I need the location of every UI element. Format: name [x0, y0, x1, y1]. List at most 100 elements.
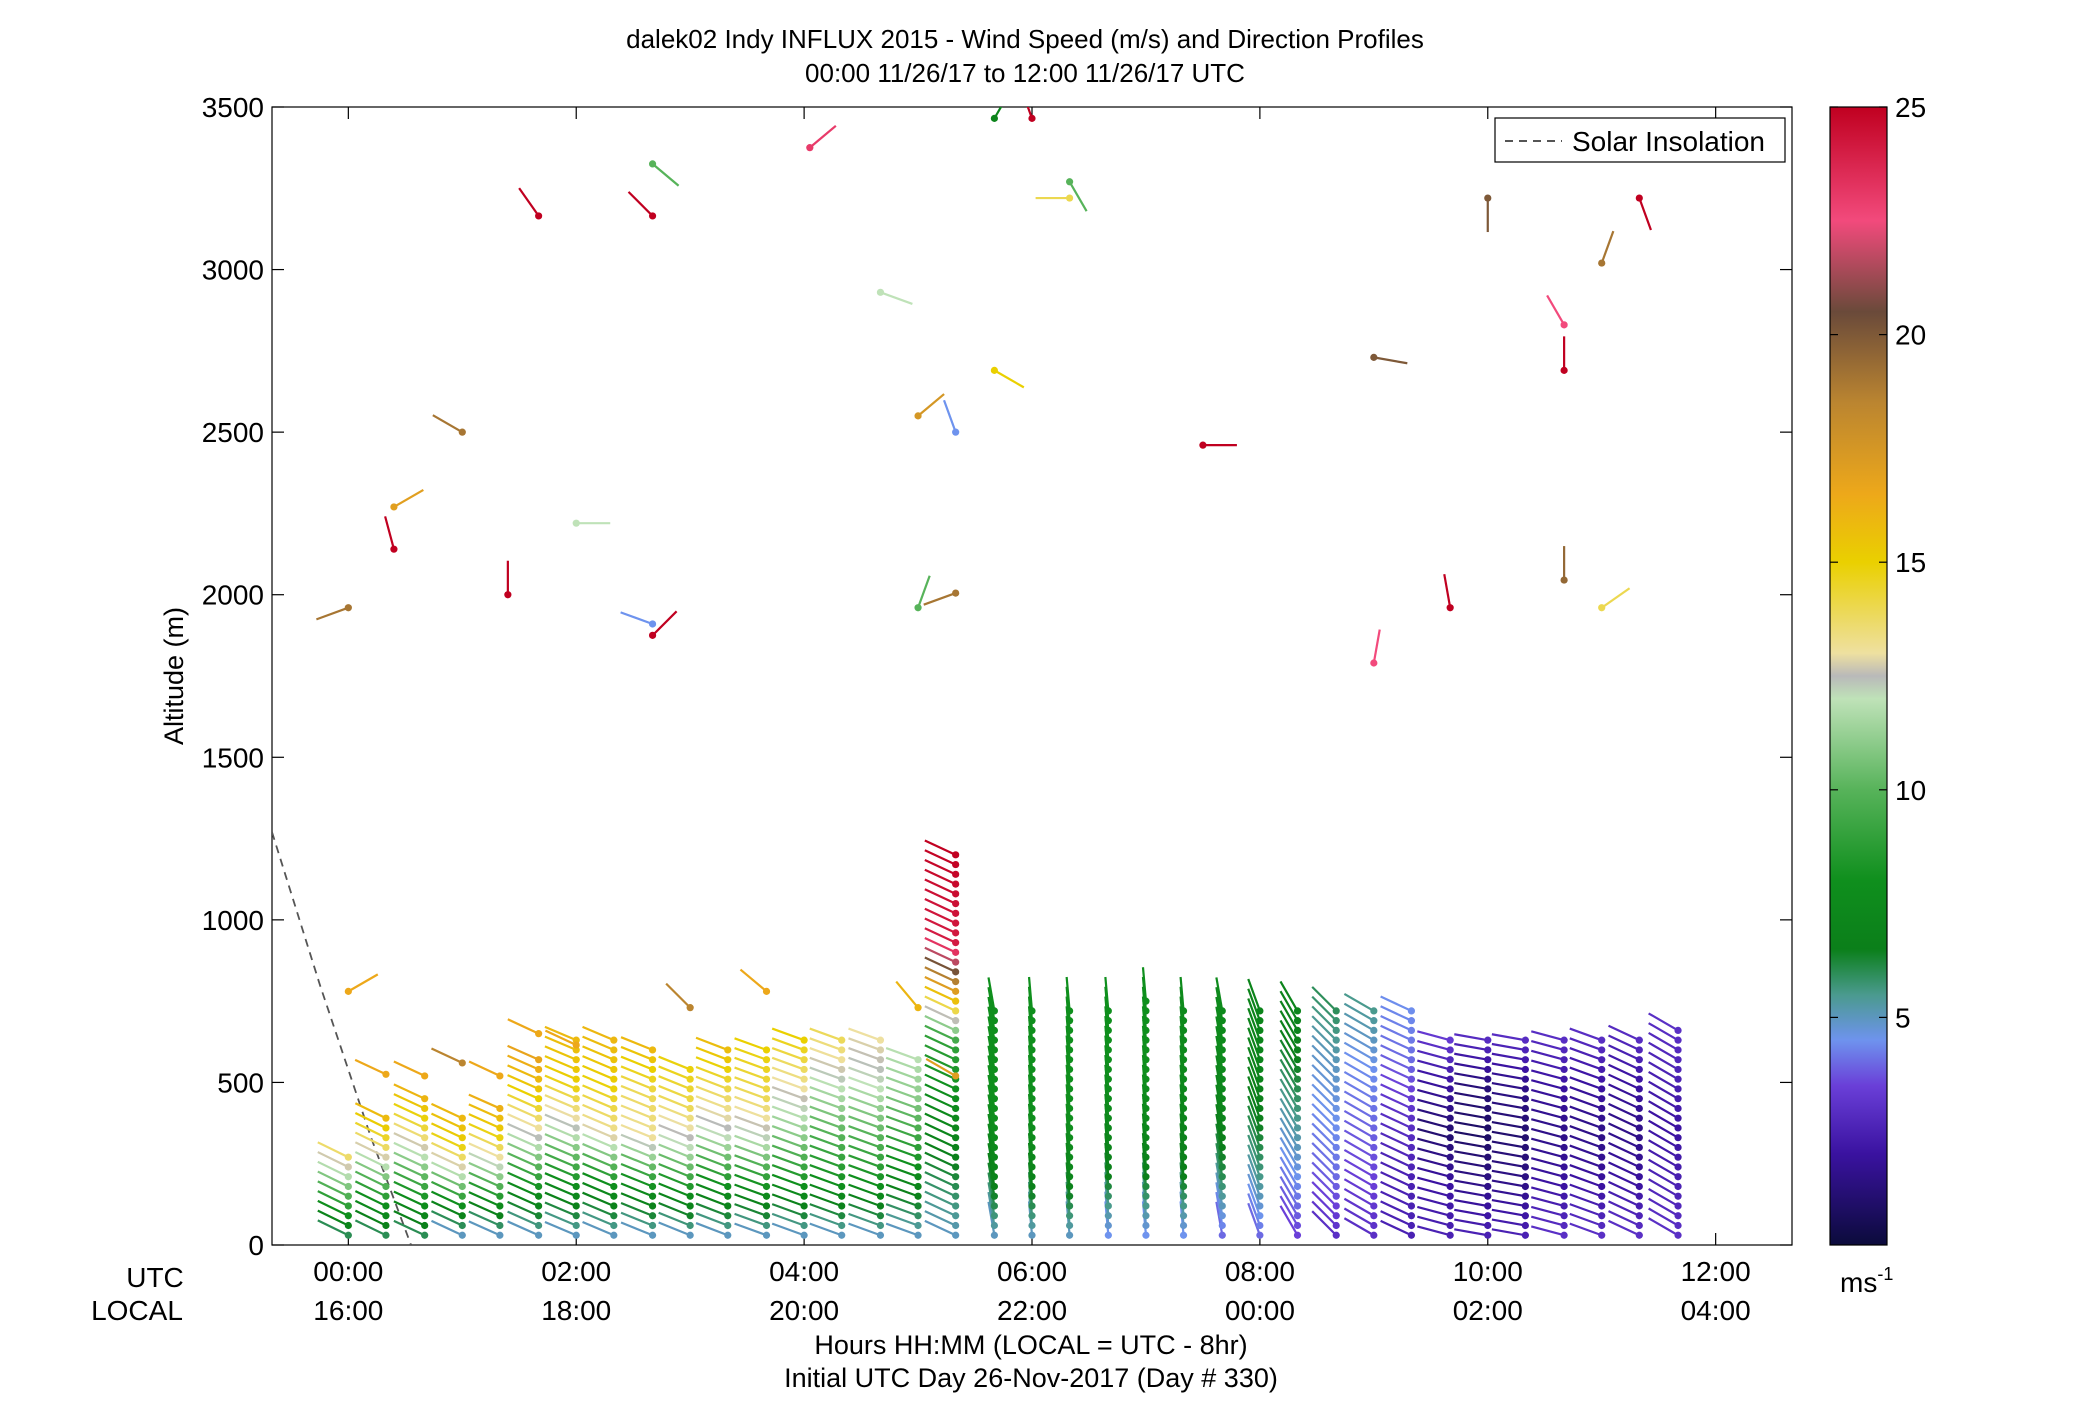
wind-barb-point: [838, 1182, 846, 1191]
wind-barb-point: [1484, 1134, 1492, 1142]
wind-barb-shaft: [695, 1036, 729, 1051]
wind-barb-shaft: [1608, 1151, 1640, 1168]
wind-barb-point: [1484, 1046, 1492, 1054]
wind-barb-point: [1142, 1114, 1150, 1122]
wind-barb-point: [1332, 1046, 1340, 1054]
wind-barb-shaft: [431, 1151, 463, 1168]
wind-barb-shaft: [1279, 1000, 1299, 1031]
wind-barb-shaft: [1104, 976, 1110, 1011]
wind-barb-point: [800, 1173, 808, 1181]
wind-barb-point: [914, 1182, 922, 1191]
wind-barb-shaft: [1530, 1127, 1565, 1139]
wind-barb-point: [1407, 1065, 1416, 1074]
wind-barb-shaft: [582, 1074, 615, 1090]
wind-barb-shaft: [468, 1060, 501, 1077]
wind-barb-point: [762, 1095, 771, 1103]
wind-barb-shaft: [924, 1112, 957, 1129]
wind-barb-point: [648, 631, 657, 639]
wind-barb-point: [914, 1085, 922, 1093]
wind-barb-shaft: [695, 1075, 729, 1090]
wind-barb-point: [572, 1134, 580, 1142]
wind-barb-point: [1407, 1134, 1416, 1142]
wind-barb-point: [1598, 1036, 1606, 1044]
wind-barb-point: [648, 1231, 657, 1239]
wind-barb-point: [344, 1163, 352, 1171]
wind-barb-point: [535, 1075, 543, 1083]
wind-barb-point: [1521, 1075, 1529, 1083]
wind-barbs-series: [316, 107, 1682, 1239]
wind-barb-point: [648, 1124, 657, 1132]
wind-barb-shaft: [544, 1055, 577, 1071]
wind-barb-shaft: [924, 956, 957, 973]
wind-barb-shaft: [354, 1160, 387, 1178]
wind-barb-point: [1104, 1163, 1112, 1171]
wind-barb-shaft: [1215, 1065, 1224, 1099]
wind-barb-point: [914, 1114, 922, 1122]
wind-barb-point: [496, 1114, 504, 1122]
wind-barb-shaft: [924, 1141, 957, 1159]
wind-barb-shaft: [620, 1075, 653, 1090]
wind-barb-point: [1560, 1153, 1568, 1161]
wind-barb-shaft: [1417, 1215, 1451, 1227]
wind-barb-shaft: [1648, 1080, 1679, 1100]
wind-barb-point: [1332, 1075, 1340, 1083]
wind-barb-point: [1674, 1212, 1682, 1220]
wind-barb-point: [800, 1202, 808, 1210]
x-tick-label-local: 16:00: [313, 1295, 383, 1326]
wind-barb-point: [914, 604, 922, 612]
wind-barb-shaft: [544, 1142, 577, 1159]
wind-barb-shaft: [1417, 1088, 1451, 1100]
wind-barb-point: [421, 1192, 429, 1200]
wind-barb-point: [876, 1085, 885, 1093]
wind-barb-shaft: [1311, 1103, 1338, 1129]
wind-barb-point: [838, 1153, 846, 1161]
wind-barb-point: [838, 1065, 846, 1074]
legend-box: [1494, 117, 1786, 163]
wind-barb-shaft: [1247, 988, 1261, 1022]
wind-barb-point: [1484, 1143, 1492, 1152]
wind-barb-shaft: [1569, 1222, 1603, 1237]
wind-barb-point: [1179, 1192, 1188, 1200]
wind-barb-shaft: [771, 1212, 805, 1227]
wind-barb-point: [1521, 1065, 1529, 1074]
wind-barb-shaft: [544, 1035, 577, 1051]
wind-barb-point: [1674, 1153, 1682, 1161]
wind-barb-point: [648, 212, 657, 220]
wind-barb-point: [838, 1163, 846, 1171]
colorbar-unit-base: ms: [1840, 1267, 1877, 1298]
wind-barb-shaft: [1215, 977, 1224, 1012]
wind-barb-point: [610, 1182, 618, 1191]
wind-barb-point: [724, 1104, 732, 1113]
wind-barb-shaft: [393, 1093, 426, 1110]
wind-barb-point: [1104, 1017, 1112, 1025]
wind-barb-shaft: [507, 1054, 540, 1071]
wind-barb-point: [914, 1202, 922, 1210]
wind-barb-point: [648, 1065, 657, 1074]
wind-barb-shaft: [848, 1047, 881, 1061]
wind-barb-shaft: [1417, 1196, 1451, 1208]
wind-barb-point: [535, 1221, 543, 1230]
wind-barb-point: [800, 1104, 808, 1113]
wind-barb-shaft: [1648, 1041, 1679, 1061]
wind-barb-point: [1521, 1104, 1529, 1113]
wind-barb-point: [572, 1153, 580, 1161]
wind-barb-point: [1028, 1065, 1036, 1074]
wind-barb-shaft: [354, 1151, 387, 1168]
wind-barb-shaft: [809, 1173, 843, 1188]
wind-barb-point: [952, 1095, 960, 1103]
wind-barb-point: [572, 1114, 580, 1122]
wind-barb-shaft: [1454, 1033, 1488, 1042]
colorbar-gradient: [1829, 106, 1888, 1246]
wind-barb-point: [914, 1056, 922, 1064]
wind-barb-shaft: [1027, 976, 1034, 1011]
wind-barb-point: [952, 1192, 960, 1200]
wind-barb-shaft: [544, 1045, 577, 1061]
wind-barb-point: [610, 1114, 618, 1122]
wind-barb-shaft: [582, 1211, 615, 1227]
wind-barb-shaft: [1343, 1197, 1375, 1217]
wind-barb-point: [1446, 1104, 1454, 1113]
wind-barb-point: [1370, 1124, 1378, 1132]
wind-barb-point: [496, 1104, 504, 1113]
wind-barb-point: [421, 1163, 429, 1171]
wind-barb-shaft: [1417, 1040, 1451, 1051]
